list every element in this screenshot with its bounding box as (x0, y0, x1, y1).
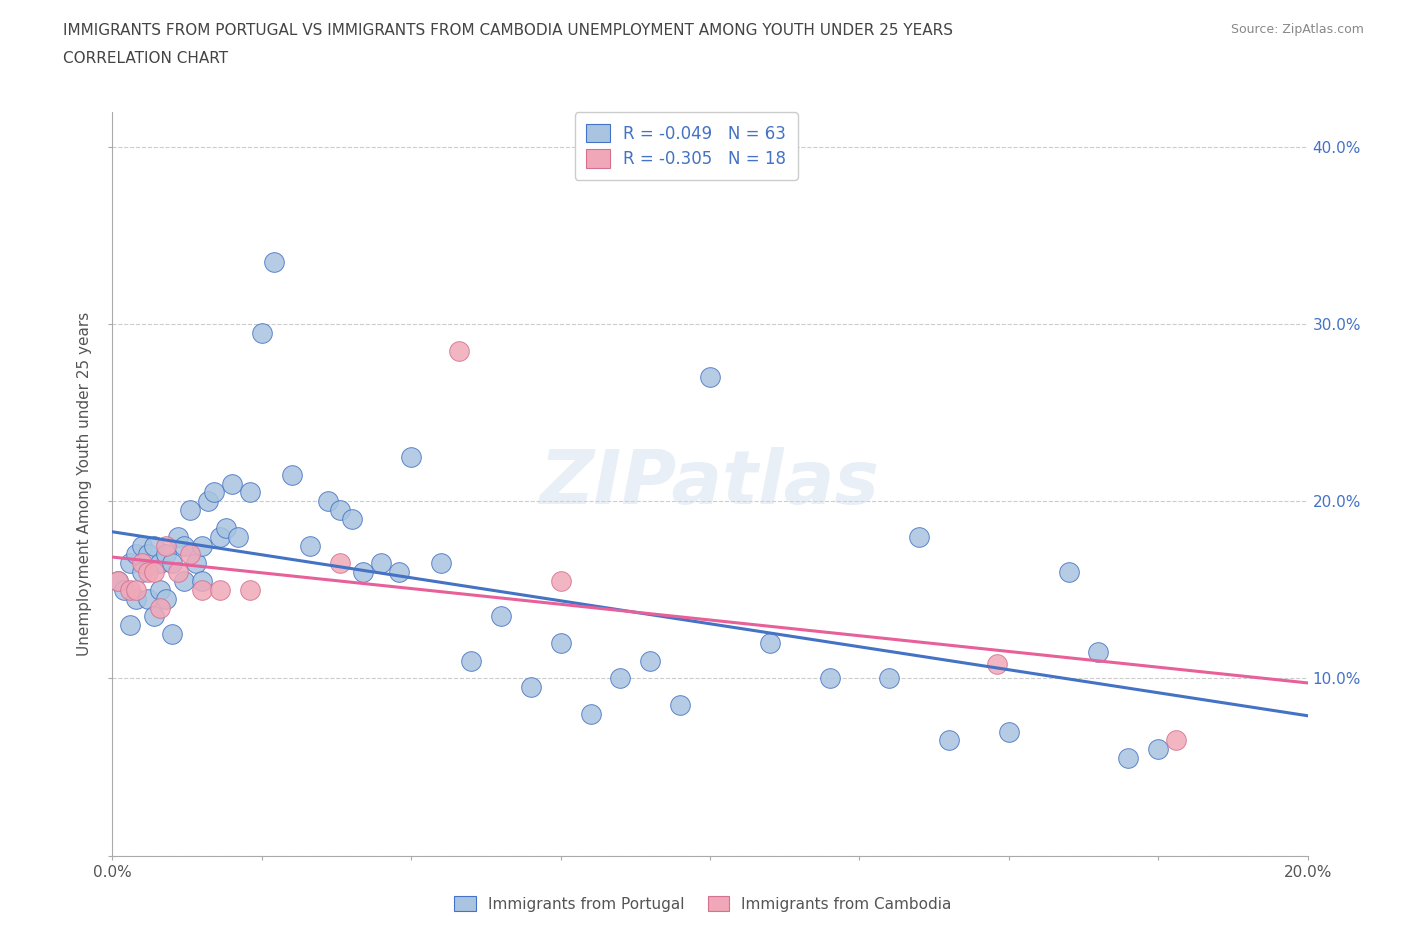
Point (179, 503, 201, 518)
Point (173, 538, 195, 553)
Point (226, 529, 249, 544)
Point (1057, 565, 1080, 579)
Point (138, 547, 160, 562)
Point (125, 582, 148, 597)
Point (986, 657, 1008, 671)
Point (191, 574, 214, 589)
Point (215, 521, 238, 536)
Point (239, 582, 262, 597)
Point (239, 485, 262, 500)
Point (1147, 742, 1170, 757)
Point (149, 600, 172, 615)
Point (162, 556, 183, 571)
Point (197, 494, 219, 509)
Legend: R = -0.049   N = 63, R = -0.305   N = 18: R = -0.049 N = 63, R = -0.305 N = 18 (575, 113, 797, 179)
Point (167, 529, 190, 544)
Point (167, 565, 190, 579)
Point (298, 538, 321, 553)
Point (202, 485, 225, 500)
Point (120, 556, 142, 571)
Point (131, 565, 153, 579)
Point (120, 618, 142, 632)
Point (138, 591, 160, 606)
Point (143, 609, 166, 624)
Point (131, 538, 153, 553)
Text: IMMIGRANTS FROM PORTUGAL VS IMMIGRANTS FROM CAMBODIA UNEMPLOYMENT AMONG YOUTH UN: IMMIGRANTS FROM PORTUGAL VS IMMIGRANTS F… (63, 23, 953, 38)
Point (460, 653, 482, 668)
Point (370, 556, 392, 571)
Point (818, 671, 841, 686)
Point (191, 582, 214, 597)
Point (131, 556, 153, 571)
Point (699, 370, 721, 385)
Point (155, 547, 177, 562)
Point (938, 733, 960, 748)
Point (209, 529, 232, 544)
Point (640, 653, 662, 668)
Point (143, 565, 166, 579)
Point (209, 582, 232, 597)
Point (388, 565, 411, 579)
Point (340, 512, 363, 526)
Text: CORRELATION CHART: CORRELATION CHART (63, 51, 228, 66)
Point (329, 556, 352, 571)
Point (114, 582, 135, 597)
Point (162, 627, 183, 642)
Point (149, 556, 172, 571)
Point (669, 698, 692, 712)
Point (401, 449, 423, 464)
Y-axis label: Unemployment Among Youth under 25 years: Unemployment Among Youth under 25 years (77, 312, 93, 656)
Point (998, 724, 1021, 739)
Point (316, 494, 339, 509)
Point (221, 476, 243, 491)
Point (191, 538, 214, 553)
Point (550, 574, 572, 589)
Point (579, 707, 602, 722)
Point (173, 574, 195, 589)
Legend: Immigrants from Portugal, Immigrants from Cambodia: Immigrants from Portugal, Immigrants fro… (449, 890, 957, 918)
Point (179, 547, 201, 562)
Point (186, 556, 208, 571)
Point (143, 538, 166, 553)
Point (329, 503, 352, 518)
Point (759, 635, 782, 650)
Text: ZIPatlas: ZIPatlas (540, 447, 880, 520)
Point (550, 635, 572, 650)
Point (125, 591, 148, 606)
Point (489, 609, 512, 624)
Text: Source: ZipAtlas.com: Source: ZipAtlas.com (1230, 23, 1364, 36)
Point (281, 467, 304, 482)
Point (155, 538, 177, 553)
Point (120, 582, 142, 597)
Point (449, 343, 471, 358)
Point (520, 680, 543, 695)
Point (263, 255, 285, 270)
Point (1166, 733, 1188, 748)
Point (609, 671, 631, 686)
Point (138, 565, 160, 579)
Point (1087, 644, 1109, 659)
Point (1118, 751, 1140, 765)
Point (155, 591, 177, 606)
Point (879, 671, 901, 686)
Point (125, 547, 148, 562)
Point (107, 574, 129, 589)
Point (107, 574, 129, 589)
Point (353, 565, 375, 579)
Point (908, 529, 931, 544)
Point (430, 556, 453, 571)
Point (149, 582, 172, 597)
Point (250, 326, 273, 340)
